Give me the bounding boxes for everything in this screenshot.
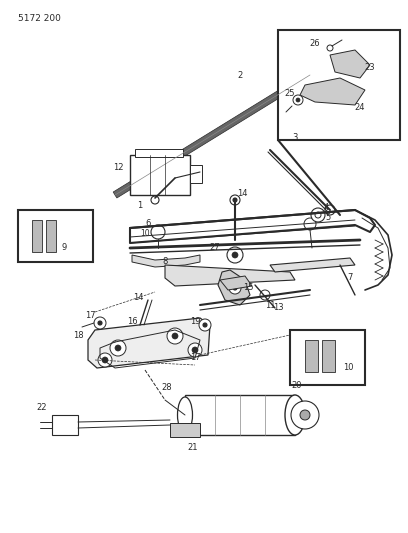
- Text: 14: 14: [133, 294, 143, 303]
- Bar: [290, 330, 365, 385]
- Bar: [278, 30, 400, 140]
- Text: 25: 25: [285, 88, 295, 98]
- Polygon shape: [300, 78, 365, 105]
- Circle shape: [327, 45, 333, 51]
- Circle shape: [232, 252, 238, 258]
- Text: 8: 8: [162, 257, 168, 266]
- Polygon shape: [165, 265, 295, 286]
- Text: 18: 18: [73, 330, 83, 340]
- Polygon shape: [220, 276, 252, 290]
- Text: 20: 20: [292, 381, 302, 390]
- Text: 15: 15: [243, 284, 253, 293]
- Text: 16: 16: [127, 318, 137, 327]
- Bar: [190, 165, 202, 183]
- Circle shape: [98, 321, 102, 325]
- Circle shape: [229, 282, 241, 294]
- Circle shape: [325, 205, 335, 215]
- Text: 23: 23: [365, 63, 375, 72]
- Bar: [130, 155, 190, 195]
- Text: 6: 6: [145, 220, 151, 229]
- Text: 2: 2: [237, 70, 243, 79]
- Text: 3: 3: [292, 133, 298, 142]
- Polygon shape: [322, 340, 335, 372]
- Text: 22: 22: [37, 403, 47, 413]
- Polygon shape: [305, 340, 318, 372]
- Circle shape: [199, 319, 211, 331]
- Circle shape: [151, 196, 159, 204]
- Text: 1: 1: [137, 200, 143, 209]
- Bar: [135, 149, 183, 157]
- Text: 17: 17: [85, 311, 95, 320]
- Circle shape: [293, 95, 303, 105]
- Ellipse shape: [285, 395, 305, 435]
- Circle shape: [291, 401, 319, 429]
- Polygon shape: [113, 72, 312, 198]
- Text: 13: 13: [273, 303, 283, 312]
- Text: 5172 200: 5172 200: [18, 14, 61, 23]
- Circle shape: [230, 195, 240, 205]
- Ellipse shape: [177, 397, 193, 433]
- Polygon shape: [218, 270, 250, 305]
- Circle shape: [233, 198, 237, 202]
- Polygon shape: [46, 220, 56, 252]
- Text: 10: 10: [140, 230, 150, 238]
- Text: 12: 12: [113, 164, 123, 173]
- Text: 24: 24: [355, 103, 365, 112]
- Text: 7: 7: [347, 273, 353, 282]
- Circle shape: [203, 323, 207, 327]
- Circle shape: [172, 333, 178, 339]
- Circle shape: [167, 328, 183, 344]
- Text: 10: 10: [343, 364, 353, 373]
- Text: 28: 28: [162, 383, 172, 392]
- Circle shape: [110, 340, 126, 356]
- Text: 19: 19: [190, 318, 200, 327]
- Circle shape: [304, 218, 316, 230]
- Circle shape: [296, 98, 300, 102]
- Circle shape: [151, 225, 165, 239]
- Text: 14: 14: [237, 189, 247, 198]
- Polygon shape: [170, 423, 200, 437]
- Polygon shape: [32, 220, 42, 252]
- Circle shape: [300, 410, 310, 420]
- Circle shape: [260, 290, 270, 300]
- Bar: [18, 210, 93, 262]
- Text: 9: 9: [61, 244, 67, 253]
- Text: 26: 26: [310, 38, 320, 47]
- Polygon shape: [132, 255, 200, 267]
- Circle shape: [94, 317, 106, 329]
- Text: 4: 4: [324, 204, 328, 213]
- Bar: [185, 395, 295, 435]
- Text: 17: 17: [190, 353, 200, 362]
- Circle shape: [227, 247, 243, 263]
- Circle shape: [115, 345, 121, 351]
- Polygon shape: [88, 318, 210, 368]
- Text: 11: 11: [265, 301, 275, 310]
- Text: 27: 27: [210, 244, 220, 253]
- Circle shape: [311, 208, 325, 222]
- Circle shape: [102, 357, 108, 363]
- Circle shape: [233, 286, 237, 290]
- Circle shape: [98, 353, 112, 367]
- Circle shape: [315, 212, 321, 218]
- Text: 21: 21: [188, 443, 198, 453]
- Polygon shape: [270, 258, 355, 272]
- Circle shape: [192, 347, 198, 353]
- Text: 5: 5: [325, 214, 330, 222]
- Polygon shape: [52, 415, 78, 435]
- Polygon shape: [330, 50, 370, 78]
- Circle shape: [188, 343, 202, 357]
